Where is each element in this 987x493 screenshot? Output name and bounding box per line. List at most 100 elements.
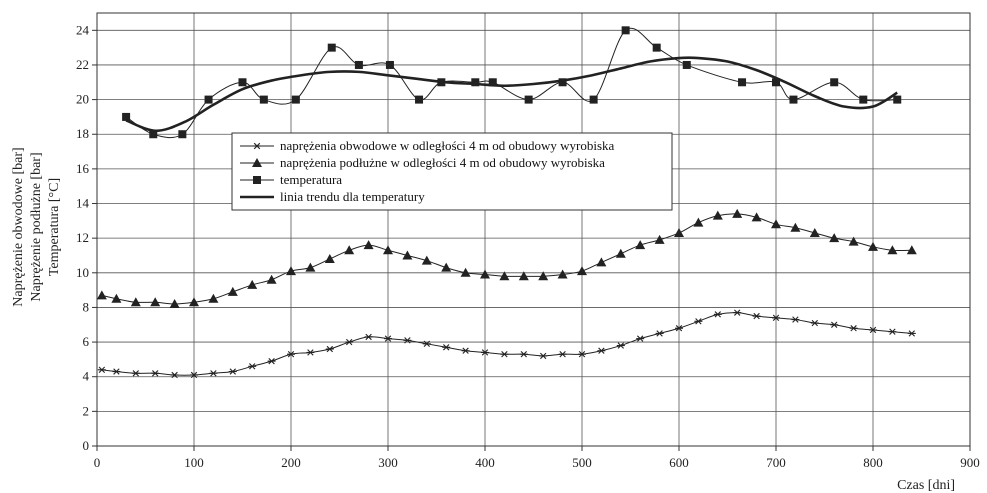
y-axis-title-3: Temperatura [°C] (47, 178, 62, 276)
legend-marker (253, 142, 261, 150)
grid-lines (97, 13, 970, 446)
series-temperature-point (385, 60, 394, 69)
series-longitudinal-stress-point (383, 245, 393, 255)
series-longitudinal-stress-line (101, 213, 912, 305)
series-hoop-stress-point (849, 325, 858, 332)
legend-box (231, 132, 673, 211)
series-temperature-point (488, 78, 497, 87)
axes (92, 12, 971, 451)
y-tick-label: 14 (76, 196, 90, 211)
series-temperature-point (178, 130, 187, 139)
series-hoop-stress-point (209, 370, 218, 377)
series-longitudinal-stress-point (344, 245, 355, 255)
series-longitudinal-stress-point (421, 255, 432, 265)
series-longitudinal-stress-point (286, 266, 296, 276)
x-tick-label: 0 (94, 455, 101, 470)
legend-entry: linia trendu dla temperatury (240, 189, 425, 204)
series-hoop-stress-point (888, 328, 897, 335)
series-hoop-stress-point (519, 351, 528, 358)
x-tick-label: 600 (669, 455, 689, 470)
series-hoop-stress-point (190, 371, 198, 379)
series-hoop-stress-point (97, 366, 106, 373)
legend-label: linia trendu dla temperatury (280, 189, 425, 204)
series-hoop-stress-point (267, 357, 276, 365)
series-longitudinal-stress-point (150, 297, 161, 307)
series-longitudinal-stress-point (441, 262, 452, 272)
series-temperature-point (524, 95, 533, 104)
series-longitudinal-stress-point (499, 271, 510, 281)
y-tick-label: 2 (83, 403, 90, 418)
series-longitudinal-stress-point (227, 286, 238, 296)
series-hoop-stress-point (151, 370, 160, 377)
y-tick-label: 12 (76, 230, 89, 245)
y-tick-label: 20 (76, 92, 89, 107)
series-longitudinal-stress-point (305, 262, 316, 272)
series-longitudinal-stress-point (169, 298, 180, 308)
series-temperature-point (738, 78, 747, 87)
legend-entry: naprężenia podłużne w odległości 4 m od … (240, 155, 605, 170)
series-hoop-stress-point (422, 340, 431, 348)
legend-marker (252, 158, 262, 167)
series-hoop-stress-point (830, 321, 839, 328)
series-hoop-stress-point (558, 351, 567, 358)
series-hoop-stress-point (345, 338, 354, 346)
series-hoop-stress-point (325, 345, 334, 353)
series-hoop-stress-point (228, 368, 237, 375)
x-axis-title: Czas [dni] (897, 478, 955, 493)
series-hoop-stress-point (578, 351, 586, 358)
x-tick-label: 800 (863, 455, 883, 470)
series-longitudinal-stress-point (96, 290, 107, 300)
series-longitudinal-stress-point (615, 248, 626, 258)
series-temperature-point (682, 60, 691, 69)
x-tick-label: 700 (766, 455, 786, 470)
series-hoop-stress-point (733, 309, 742, 316)
series-hoop-stress-point (170, 371, 179, 379)
series-hoop-stress-point (364, 333, 373, 341)
y-axis-title-1: Naprężenie obwodowe [bar] (11, 147, 26, 306)
series-longitudinal-stress-point (208, 293, 219, 303)
series-hoop-stress-point (248, 363, 257, 370)
series-hoop-stress-point (384, 335, 392, 342)
series-temperature-point (859, 95, 868, 104)
series-longitudinal-stress-point (906, 245, 917, 255)
series-layer (96, 26, 917, 379)
series-temperature-point (471, 78, 480, 87)
series-longitudinal-stress (96, 208, 917, 308)
series-hoop-stress-line (101, 312, 912, 376)
series-longitudinal-stress-point (596, 257, 607, 267)
series-hoop-stress-point (539, 352, 548, 360)
series-hoop-stress-point (636, 335, 645, 342)
legend-entry: naprężenia obwodowe w odległości 4 m od … (240, 138, 615, 153)
series-hoop-stress-point (597, 347, 606, 354)
legend-entry: temperatura (240, 172, 342, 187)
series-temperature-point (238, 78, 247, 87)
series-longitudinal-stress-point (829, 233, 840, 243)
series-temperature-point (122, 112, 131, 121)
legend-label: naprężenia podłużne w odległości 4 m od … (280, 155, 605, 170)
legend-marker (253, 176, 261, 184)
series-hoop-stress-point (907, 330, 916, 337)
series-longitudinal-stress-point (732, 208, 743, 218)
series-temperature-point (772, 78, 780, 87)
y-tick-label: 22 (76, 57, 89, 72)
x-tick-label: 900 (960, 455, 980, 470)
series-longitudinal-stress-point (557, 269, 568, 279)
series-temperature-point (204, 95, 213, 104)
series-longitudinal-stress-point (809, 227, 820, 237)
series-hoop-stress-point (713, 311, 722, 318)
y-tick-label: 6 (83, 334, 90, 349)
plot-frame (96, 12, 971, 447)
series-hoop-stress-point (791, 316, 800, 323)
x-tick-label: 200 (281, 455, 301, 470)
series-temperature-point (354, 60, 363, 69)
series-temperature-point (291, 95, 300, 104)
legend-label: naprężenia obwodowe w odległości 4 m od … (280, 138, 615, 153)
series-longitudinal-stress-point (848, 236, 859, 246)
y-tick-label: 16 (76, 161, 90, 176)
series-longitudinal-stress-point (363, 240, 374, 250)
series-temperature-point (558, 78, 567, 87)
series-temperature-point (789, 95, 798, 104)
series-hoop-stress (97, 309, 916, 379)
